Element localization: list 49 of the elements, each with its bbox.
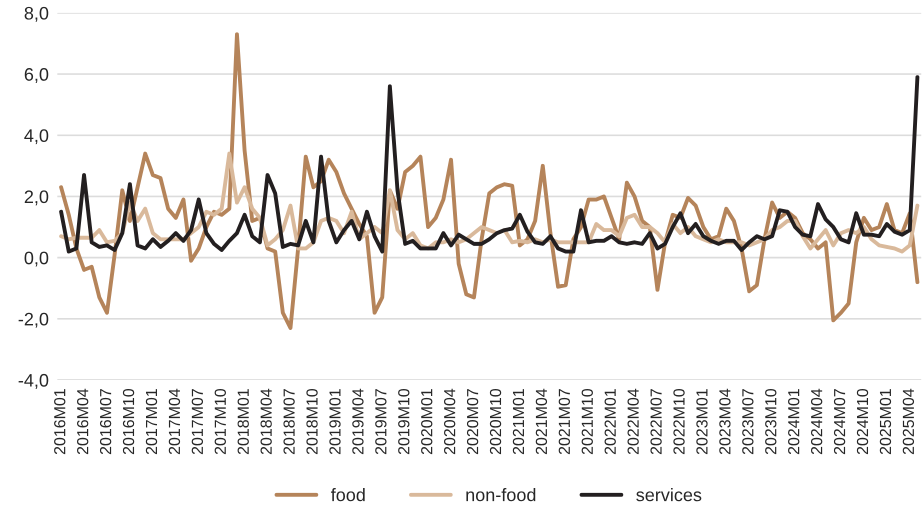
y-tick-label: 0,0 (24, 252, 48, 266)
x-tick-label: 2017M04 (168, 388, 180, 454)
x-tick-label: 2023M04 (719, 388, 731, 454)
x-tick-label: 2025M01 (880, 389, 892, 454)
x-tick-label: 2021M01 (512, 389, 524, 454)
x-tick-label: 2023M07 (742, 389, 754, 454)
x-tick-label: 2018M07 (283, 389, 295, 454)
x-tick-label: 2018M10 (306, 388, 318, 454)
legend-label: food (330, 488, 365, 502)
y-tick-label: 2,0 (24, 190, 48, 206)
x-tick-label: 2019M07 (375, 389, 387, 454)
x-tick-label: 2022M01 (604, 389, 616, 454)
x-tick-label: 2024M01 (788, 389, 800, 454)
x-tick-label: 2016M07 (100, 389, 112, 454)
x-tick-label: 2016M01 (54, 389, 66, 454)
y-tick-label: 8,0 (24, 6, 48, 22)
x-tick-label: 2017M07 (192, 389, 204, 454)
legend-label: services (636, 488, 702, 502)
x-tick-label: 2017M10 (214, 388, 226, 454)
x-tick-label: 2019M04 (352, 388, 364, 454)
x-tick-label: 2018M04 (260, 388, 272, 454)
x-tick-label: 2024M10 (856, 388, 868, 454)
y-tick-label: 4,0 (24, 129, 48, 144)
legend-label: non-food (466, 488, 536, 502)
x-tick-label: 2020M10 (490, 388, 502, 454)
x-tick-label: 2019M01 (329, 389, 341, 454)
x-tick-label: 2017M01 (146, 389, 158, 454)
x-tick-label: 2018M01 (238, 389, 249, 454)
x-tick-label: 2025M04 (902, 388, 914, 454)
x-tick-label: 2019M10 (398, 388, 410, 454)
y-tick-label: -2,0 (18, 312, 48, 328)
x-tick-label: 2020M01 (421, 389, 432, 454)
x-tick-label: 2020M07 (466, 389, 478, 454)
line-series (59, 75, 920, 254)
x-tick-label: 2021M04 (536, 388, 548, 454)
x-tick-label: 2021M10 (582, 388, 593, 454)
x-tick-label: 2021M07 (558, 389, 570, 454)
x-tick-label: 2023M01 (696, 389, 708, 454)
x-tick-label: 2022M07 (650, 389, 662, 454)
x-tick-label: 2016M10 (122, 388, 134, 454)
x-tick-label: 2016M04 (77, 388, 88, 454)
x-tick-label: 2024M07 (834, 389, 846, 454)
x-tick-label: 2020M04 (444, 388, 456, 454)
y-tick-label: 6,0 (24, 68, 48, 83)
x-tick-label: 2024M04 (810, 388, 822, 454)
x-tick-label: 2022M10 (673, 388, 685, 454)
x-tick-label: 2023M10 (765, 388, 776, 454)
y-tick-label: -4,0 (18, 374, 48, 389)
x-tick-label: 2022M04 (628, 388, 639, 454)
